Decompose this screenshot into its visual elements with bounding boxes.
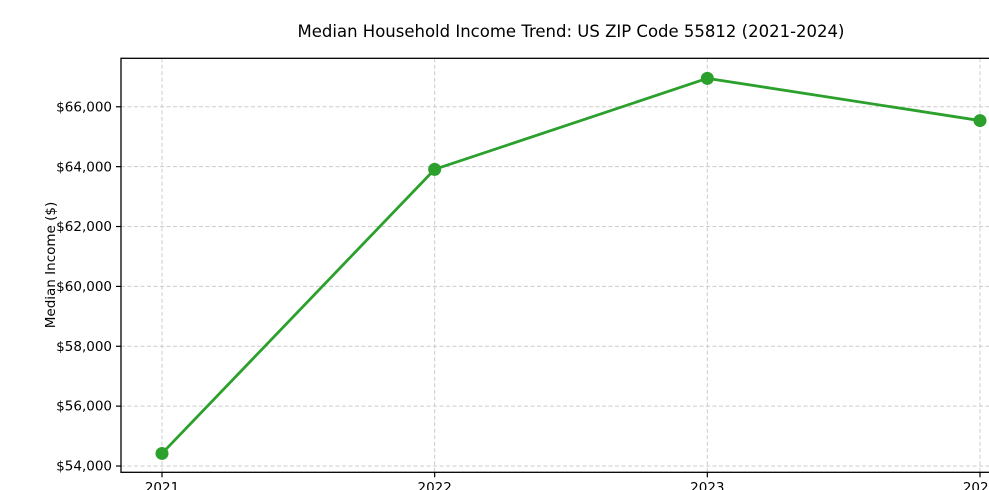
y-tick-label: $56,000 bbox=[56, 399, 112, 415]
data-point-marker bbox=[155, 446, 169, 460]
line-chart: $54,000 $56,000 $58,000 $60,000 $62,000 $64,0… bbox=[43, 22, 989, 490]
line-chart-figure: $54,000 $56,000 $58,000 $60,000 $62,000 $64,0… bbox=[40, 16, 989, 490]
y-tick-label: $54,000 bbox=[56, 459, 112, 475]
trend-line bbox=[160, 76, 982, 455]
data-point-marker bbox=[700, 71, 714, 85]
chart-title: Median Household Income Trend: US ZIP Co… bbox=[298, 22, 845, 41]
y-axis-title: Median Income ($) bbox=[43, 202, 59, 328]
y-tick-label: $58,000 bbox=[56, 339, 112, 355]
data-point-marker bbox=[973, 114, 987, 128]
y-tick-label: $64,000 bbox=[56, 159, 112, 175]
x-tick-label: 2022 bbox=[417, 480, 451, 490]
plot-border bbox=[120, 57, 989, 473]
gridlines-layer bbox=[121, 58, 989, 473]
x-tick-label: 2021 bbox=[145, 480, 179, 490]
data-series-layer bbox=[155, 71, 987, 460]
tick-labels-layer: $54,000 $56,000 $58,000 $60,000 $62,000 $64,0… bbox=[56, 99, 989, 490]
y-tick-label: $62,000 bbox=[56, 219, 112, 235]
y-tick-label: $66,000 bbox=[56, 99, 112, 115]
data-point-marker bbox=[428, 162, 442, 176]
x-tick-label: 2024 bbox=[963, 480, 989, 490]
axes-layer bbox=[116, 57, 989, 478]
y-tick-label: $60,000 bbox=[56, 279, 112, 295]
x-tick-label: 2023 bbox=[690, 480, 724, 490]
